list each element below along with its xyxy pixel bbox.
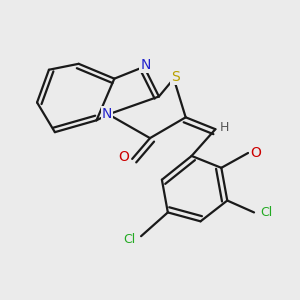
Text: N: N: [140, 58, 151, 72]
Text: N: N: [102, 107, 112, 121]
Text: O: O: [118, 150, 129, 164]
Text: S: S: [171, 70, 180, 84]
Text: Cl: Cl: [260, 206, 272, 219]
Text: O: O: [250, 146, 261, 160]
Text: Cl: Cl: [123, 233, 135, 246]
Text: H: H: [220, 121, 229, 134]
